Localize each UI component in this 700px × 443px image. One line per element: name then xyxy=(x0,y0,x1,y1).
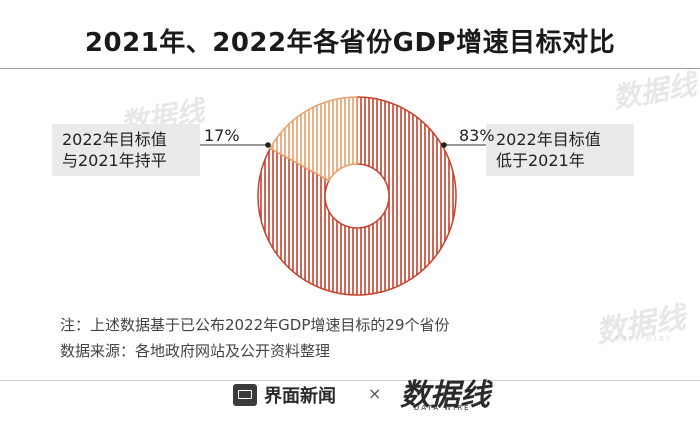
footer-divider xyxy=(0,380,700,381)
brand-logo-icon xyxy=(233,384,257,406)
leader-dot-flat xyxy=(265,142,271,148)
slice-label-lower: 2022年目标值 低于2021年 xyxy=(486,124,634,176)
slice-value-lower: 83% xyxy=(459,126,495,145)
footer-separator: × xyxy=(368,384,382,403)
chart-title: 2021年、2022年各省份GDP增速目标对比 xyxy=(84,28,616,58)
slice-label-flat: 2022年目标值 与2021年持平 xyxy=(52,124,200,176)
watermark-logo-sub: DATA WIRE xyxy=(615,336,673,343)
brand-name: 界面新闻 xyxy=(264,386,336,407)
source-text: 数据来源：各地政府网站及公开资料整理 xyxy=(60,342,331,360)
data-wire-logo-sub: DATA WIRE xyxy=(414,404,471,412)
slice-label-flat-line-1: 2022年目标值 xyxy=(62,130,167,149)
title-divider xyxy=(0,68,700,69)
slice-value-flat: 17% xyxy=(204,126,240,145)
leader-dot-lower xyxy=(441,142,447,148)
slice-label-lower-line-1: 2022年目标值 xyxy=(496,130,601,149)
slice-label-flat-line-2: 与2021年持平 xyxy=(62,151,167,170)
donut-slice-flat xyxy=(269,96,358,182)
note-text: 注：上述数据基于已公布2022年GDP增速目标的29个省份 xyxy=(60,316,450,334)
donut-slice-lower xyxy=(257,96,457,296)
chart-notes: 注：上述数据基于已公布2022年GDP增速目标的29个省份 数据来源：各地政府网… xyxy=(60,312,449,364)
footer: 界面新闻 × 数据线 DATA WIRE xyxy=(0,378,700,413)
slice-label-lower-line-2: 低于2021年 xyxy=(496,151,585,170)
data-wire-logo: 数据线 xyxy=(400,378,490,413)
